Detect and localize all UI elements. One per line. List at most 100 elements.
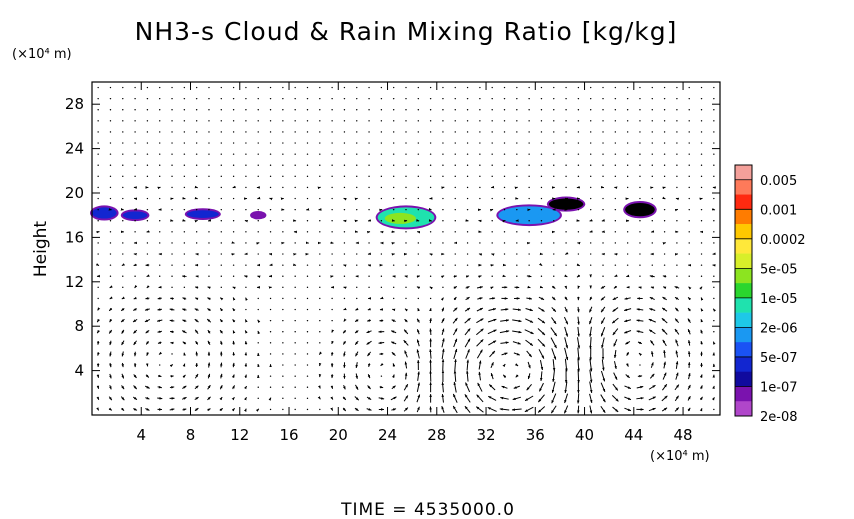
wind-dot <box>245 131 247 133</box>
colorbar-label: 0.0002 <box>760 233 806 248</box>
wind-dot <box>429 153 432 155</box>
wind-dot <box>688 109 690 111</box>
wind-dot <box>208 120 210 122</box>
wind-dot <box>257 386 259 388</box>
wind-arrow <box>330 407 334 411</box>
wind-arrow <box>441 307 445 312</box>
wind-arrow <box>330 241 334 244</box>
cloud-patch <box>250 210 267 220</box>
wind-dot <box>282 220 284 222</box>
wind-dot <box>663 131 666 133</box>
wind-dot <box>294 109 296 111</box>
wind-arrow <box>600 317 606 325</box>
wind-arrow <box>441 405 445 413</box>
wind-dot <box>146 242 149 244</box>
wind-arrow <box>343 264 347 267</box>
wind-dot <box>159 275 161 277</box>
wind-dot <box>700 164 703 166</box>
wind-dot <box>257 131 259 133</box>
wind-dot <box>417 109 420 111</box>
wind-dot <box>713 131 715 133</box>
wind-dot <box>503 142 506 144</box>
wind-dot <box>442 197 444 200</box>
wind-dot <box>171 186 173 189</box>
wind-arrow <box>687 339 691 346</box>
wind-dot <box>553 120 555 122</box>
wind-dot <box>663 175 666 178</box>
wind-arrow <box>465 275 470 278</box>
wind-dot <box>442 231 444 233</box>
wind-dot <box>306 164 309 166</box>
wind-dot <box>442 286 444 289</box>
wind-dot <box>319 120 321 122</box>
wind-arrow <box>600 394 606 403</box>
wind-arrow <box>146 352 149 356</box>
wind-dot <box>109 131 112 133</box>
wind-dot <box>540 109 543 111</box>
wind-dot <box>405 242 407 244</box>
wind-arrow <box>478 360 482 370</box>
wind-arrow <box>416 349 420 359</box>
wind-dot <box>257 308 259 311</box>
wind-arrow <box>700 308 704 312</box>
wind-arrow <box>674 208 679 212</box>
wind-arrow <box>589 393 593 404</box>
wind-dot <box>97 197 99 200</box>
wind-dot <box>269 131 272 133</box>
wind-arrow <box>700 385 703 390</box>
wind-dot <box>356 97 358 100</box>
wind-arrow <box>390 330 397 334</box>
wind-dot <box>171 109 173 111</box>
wind-arrow <box>675 339 679 347</box>
wind-arrow <box>342 385 346 390</box>
wind-dot <box>343 86 346 89</box>
wind-dot <box>565 142 567 144</box>
wind-dot <box>331 253 333 255</box>
wind-arrow <box>576 393 580 404</box>
wind-arrow <box>452 405 458 414</box>
wind-dot <box>257 97 259 100</box>
wind-arrow <box>511 408 522 411</box>
wind-arrow <box>564 274 568 278</box>
wind-dot <box>380 120 383 122</box>
wind-dot <box>232 197 235 200</box>
wind-arrow <box>232 286 236 290</box>
wind-dot <box>405 142 407 144</box>
wind-dot <box>245 308 247 311</box>
wind-dot <box>417 120 420 122</box>
wind-dot <box>257 253 259 255</box>
wind-dot <box>97 186 99 189</box>
x-tick-label: 32 <box>476 426 495 444</box>
wind-dot <box>269 220 272 222</box>
wind-dot <box>700 142 703 144</box>
wind-arrow <box>207 297 211 301</box>
wind-dot <box>343 231 346 233</box>
wind-dot <box>122 242 124 244</box>
wind-arrow <box>429 307 432 312</box>
wind-arrow <box>600 382 606 393</box>
wind-dot <box>343 175 346 178</box>
wind-arrow <box>417 307 421 312</box>
wind-dot <box>688 208 690 211</box>
wind-dot <box>368 208 370 211</box>
wind-arrow <box>219 407 223 412</box>
wind-dot <box>122 164 124 166</box>
wind-dot <box>183 175 186 178</box>
wind-dot <box>553 253 555 255</box>
wind-arrow <box>711 207 716 211</box>
wind-arrow <box>651 350 654 357</box>
wind-dot <box>282 386 284 388</box>
wind-arrow <box>525 318 534 323</box>
wind-dot <box>183 264 186 266</box>
wind-dot <box>491 97 493 100</box>
wind-dot <box>97 208 99 211</box>
x-tick-label: 16 <box>279 426 298 444</box>
wind-arrow <box>194 308 199 312</box>
cloud-patch <box>90 205 119 221</box>
wind-arrow <box>133 207 138 211</box>
cloud-core <box>252 212 265 218</box>
wind-dot <box>417 131 420 133</box>
wind-arrow <box>354 330 359 334</box>
wind-dot <box>257 86 259 89</box>
wind-arrow <box>404 308 409 312</box>
